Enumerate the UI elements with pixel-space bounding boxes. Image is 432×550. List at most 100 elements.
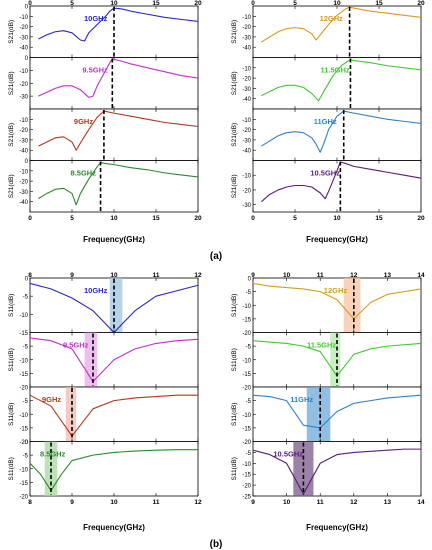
highlight-band [109,278,123,333]
x-tick-label-top: 15 [375,0,383,7]
highlight-band [330,332,341,387]
chart-2: -40 -30 -20 -10 12GHz S21(dB) -40 -30 -20 -10 11.5… [231,0,425,244]
y-tick-label: -30 [242,203,251,209]
y-tick-label: -10 [19,169,28,175]
y-tick-label: -15 [19,331,28,337]
y-axis-label: S11(dB) [231,403,238,426]
y-tick-label: -5 [23,399,29,405]
y-tick-label: -10 [242,15,251,21]
y-axis-label: S11(dB) [8,348,15,371]
y-axis-label: S21(dB) [8,174,15,198]
y-tick-label: -15 [19,426,28,432]
panel-frame [29,57,199,110]
x-tick-label-bottom: 12 [350,499,358,506]
panel-1: -15 -10 -5 0 10GHz S11(dB) [8,277,199,337]
y-tick-label: -10 [242,413,251,419]
y-tick-label: -30 [19,190,28,196]
y-tick-label: -15 [242,372,251,378]
y-tick-label: -30 [242,87,251,93]
x-tick-label-bottom: 10 [333,215,341,222]
x-tick-label-top: 10 [283,272,291,279]
x-tick-label-top: 20 [417,0,425,7]
x-tick-label-top: 5 [293,0,297,7]
y-tick-label: 0 [248,277,252,283]
y-tick-label: -10 [242,118,251,124]
panel-frame [252,386,422,442]
y-tick-label: -10 [19,15,28,21]
charts-layer: -40 -30 -20 -10 0 10GHz S21(dB) -30 -20 -10 0 9.5GH… [8,0,425,532]
y-axis-label: S21(dB) [8,71,15,95]
y-tick-label: -40 [19,200,28,206]
caption-b: (b) [210,539,223,550]
x-tick-label-top: 5 [70,0,74,7]
x-tick-label-top: 11 [317,272,324,279]
panel-frame [29,108,199,161]
series-line [29,449,198,492]
series-line [38,58,199,98]
series-line [252,448,421,495]
y-axis-label: S21(dB) [231,71,238,95]
panel-label: 11.5GHz [307,341,336,350]
panel-label: 12GHz [320,14,344,23]
y-tick-label: -40 [242,97,251,103]
y-axis-label: S11(dB) [231,294,238,317]
panel-3: -20 -15 -10 -5 9GHz S11(dB) [8,386,199,446]
y-tick-label: -30 [242,35,251,41]
y-tick-label: -15 [242,317,251,323]
y-axis-label: S11(dB) [8,403,15,426]
x-tick-label-bottom: 20 [417,215,425,222]
panel-label: 10GHz [84,14,108,23]
x-tick-label-top: 9 [251,272,255,279]
x-tick-label-top: 9 [70,272,74,279]
y-tick-label: -10 [242,304,251,310]
y-tick-label: -20 [242,386,251,392]
y-tick-label: -20 [19,180,28,186]
x-tick-label-top: 0 [28,0,32,7]
panel-label: 11GHz [290,395,313,404]
panel-label: 9GHz [74,117,93,126]
y-tick-label: -5 [246,290,252,296]
x-tick-label-bottom: 9 [70,499,74,506]
x-tick-label-top: 10 [333,0,341,7]
y-tick-label: -10 [242,358,251,364]
y-axis-label: S21(dB) [231,174,238,198]
y-tick-label: 0 [25,440,29,446]
y-tick-label: -15 [242,473,251,479]
y-axis-label: S21(dB) [231,123,238,147]
chart-4: -20 -15 -10 -5 0 12GHz S11(dB) -20 -15 -10 -5 11.5G… [231,272,425,532]
series-line [261,110,422,153]
x-tick-label-bottom: 10 [110,215,118,222]
series-line [252,282,422,320]
x-tick-label-bottom: 20 [194,215,202,222]
x-tick-label-bottom: 0 [28,215,32,222]
x-tick-label-bottom: 13 [384,499,392,506]
x-tick-label-bottom: 11 [317,499,324,506]
y-tick-label: -20 [19,495,28,501]
y-tick-label: -5 [246,451,252,457]
y-tick-label: 0 [25,5,29,11]
y-axis-label: S11(dB) [231,348,238,371]
panel-frame [252,5,422,58]
series-line [252,394,422,429]
y-tick-label: -10 [19,69,28,75]
x-tick-label-bottom: 10 [283,499,291,506]
y-tick-label: 0 [25,56,29,62]
panel-label: 11.5GHz [320,66,349,75]
x-tick-label-top: 14 [417,272,425,279]
y-tick-label: -20 [19,25,28,31]
series-line [261,59,422,102]
panel-2: -20 -15 -10 -5 9.5GHz S11(dB) [8,332,199,392]
x-tick-label-top: 20 [194,0,202,7]
y-axis-label: S21(dB) [8,20,15,44]
x-tick-label-bottom: 15 [375,215,383,222]
y-tick-label: -40 [242,149,251,155]
x-tick-label-bottom: 10 [110,499,118,506]
y-tick-label: -40 [242,46,251,52]
y-tick-label: -10 [242,66,251,72]
y-tick-label: -20 [242,77,251,83]
x-axis-label: Frequency(GHz) [83,235,145,244]
panel-3: -20 -15 -10 -5 11GHz S11(dB) [231,386,422,446]
series-line [261,6,422,43]
y-tick-label: -5 [246,399,252,405]
x-tick-label-top: 15 [152,0,160,7]
